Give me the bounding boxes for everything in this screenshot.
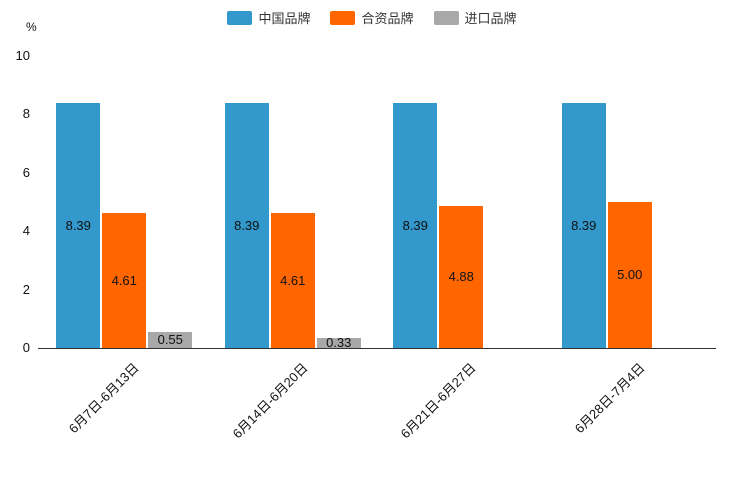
bar-value-label: 0.55 bbox=[157, 331, 183, 347]
bar-中国品牌-6月7日-6月13日 bbox=[56, 103, 101, 348]
x-axis-category-label: 6月21日-6月27日 bbox=[397, 360, 479, 442]
bar-中国品牌-6月14日-6月20日 bbox=[224, 103, 269, 348]
bar-value-label: 5.00 bbox=[617, 267, 643, 282]
bar-合资品牌-6月21日-6月27日 bbox=[439, 205, 484, 348]
bar-value-label: 8.39 bbox=[65, 217, 91, 233]
y-tick-label: 6 bbox=[22, 164, 30, 180]
legend-item-joint-venture-brand[interactable]: 合资品牌 bbox=[330, 8, 414, 27]
bar-中国品牌-6月21日-6月27日 bbox=[393, 103, 438, 348]
bar-value-label: 4.61 bbox=[280, 272, 306, 288]
legend-swatch-joint-venture-brand bbox=[330, 10, 356, 25]
x-axis-category-label: 6月28日-7月4日 bbox=[571, 360, 648, 437]
y-tick-label: 4 bbox=[22, 223, 30, 239]
legend-label-china-brand: 中国品牌 bbox=[258, 11, 311, 26]
bar-进口品牌-6月7日-6月13日 bbox=[148, 331, 193, 348]
legend-item-import-brand[interactable]: 进口品牌 bbox=[433, 8, 517, 27]
bar-合资品牌-6月28日-7月4日 bbox=[607, 202, 652, 348]
legend-item-china-brand[interactable]: 中国品牌 bbox=[227, 8, 310, 27]
bar-合资品牌-6月14日-6月20日 bbox=[270, 213, 315, 348]
bar-value-label: 4.61 bbox=[111, 272, 137, 288]
legend-label-import-brand: 进口品牌 bbox=[464, 11, 517, 26]
y-tick-label: 0 bbox=[22, 340, 30, 355]
bar-value-label: 4.88 bbox=[448, 268, 474, 284]
x-axis-category-label: 6月7日-6月13日 bbox=[65, 360, 142, 437]
bar-value-label: 8.39 bbox=[571, 217, 597, 233]
bar-中国品牌-6月28日-7月4日 bbox=[561, 103, 606, 348]
y-tick-label: 10 bbox=[15, 48, 30, 63]
legend-label-joint-venture-brand: 合资品牌 bbox=[361, 11, 414, 26]
x-axis-category-label: 6月14日-6月20日 bbox=[229, 360, 311, 442]
bar-value-label: 8.39 bbox=[234, 217, 260, 233]
y-tick-label: 8 bbox=[22, 106, 30, 122]
legend-swatch-china-brand bbox=[227, 10, 253, 25]
legend-swatch-import-brand bbox=[433, 10, 459, 25]
bar-合资品牌-6月7日-6月13日 bbox=[102, 213, 147, 348]
bar-进口品牌-6月14日-6月20日 bbox=[316, 338, 361, 348]
y-axis-unit-label: % bbox=[26, 20, 37, 34]
bar-value-label: 0.33 bbox=[326, 335, 352, 351]
bar-value-label: 8.39 bbox=[402, 217, 428, 233]
y-tick-label: 2 bbox=[22, 281, 30, 297]
x-axis-line bbox=[38, 348, 716, 349]
legend: 中国品牌 合资品牌 进口品牌 bbox=[0, 8, 744, 27]
